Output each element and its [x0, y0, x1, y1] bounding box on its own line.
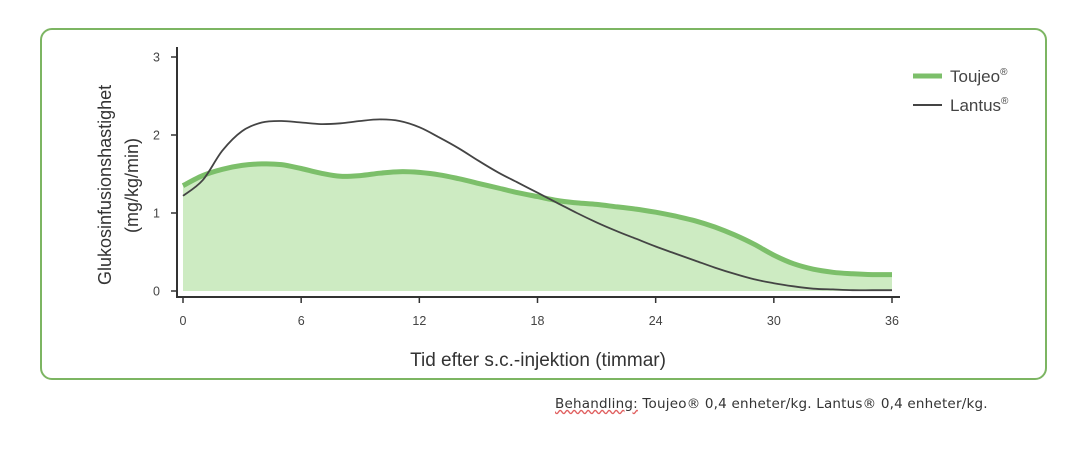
x-tick-label: 24: [649, 314, 663, 328]
y-tick-label: 3: [153, 51, 160, 65]
toujeo-line: [181, 161, 893, 278]
toujeo-area: [183, 163, 892, 291]
legend-reg-mark: ®: [1000, 67, 1008, 78]
y-axis-label-line1: Glukosinfusionshastighet: [95, 84, 115, 285]
y-tick-label: 0: [153, 285, 160, 299]
y-axis-label-line2: (mg/kg/min): [122, 137, 142, 233]
legend-toujeo: Toujeo®: [913, 67, 1008, 86]
y-tick-label: 2: [153, 129, 160, 143]
footnote-prefix: Behandling:: [555, 396, 638, 412]
x-tick-label: 30: [767, 314, 781, 328]
legend-lantus: Lantus®: [913, 96, 1009, 115]
x-tick-label: 6: [298, 314, 305, 328]
x-tick-label: 0: [180, 314, 187, 328]
chart-frame: [40, 28, 1047, 380]
legend-text: Toujeo®: [950, 67, 1008, 86]
lantus-line: [182, 118, 892, 292]
x-tick-label: 12: [412, 314, 426, 328]
y-tick-label: 1: [153, 207, 160, 221]
x-tick-label: 18: [531, 314, 545, 328]
footnote: Behandling: Toujeo® 0,4 enheter/kg. Lant…: [555, 396, 988, 412]
footnote-text: Toujeo® 0,4 enheter/kg. Lantus® 0,4 enhe…: [642, 396, 988, 412]
legend-text: Lantus®: [950, 96, 1009, 115]
legend-reg-mark: ®: [1001, 96, 1009, 107]
x-tick-label: 36: [885, 314, 899, 328]
x-axis-label: Tid efter s.c.-injektion (timmar): [410, 350, 666, 371]
